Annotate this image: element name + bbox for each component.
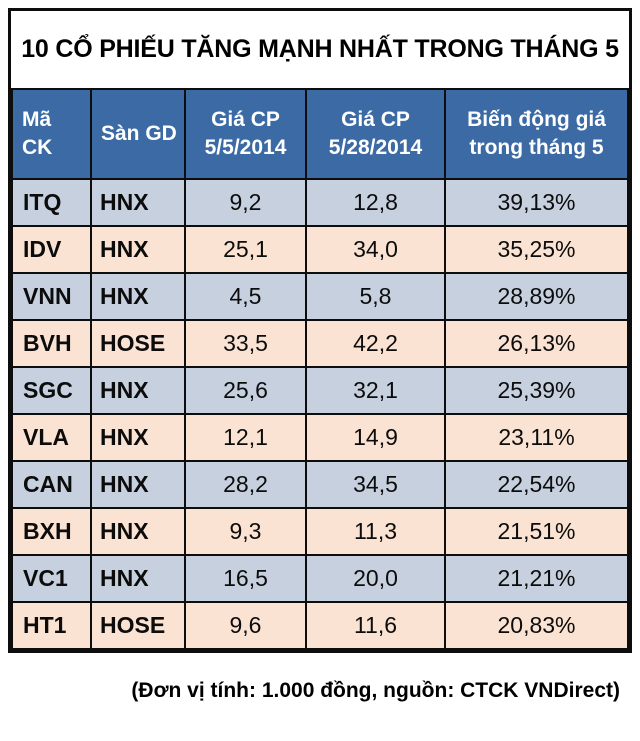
cell-change: 28,89% <box>444 272 629 321</box>
cell-price-may5: 28,2 <box>184 460 307 509</box>
cell-price-may28: 5,8 <box>305 272 446 321</box>
table-row: SGC HNX 25,6 32,1 25,39% <box>11 366 629 415</box>
cell-stock-code: VC1 <box>11 554 92 603</box>
cell-price-may28: 11,3 <box>305 507 446 556</box>
cell-price-may5: 25,6 <box>184 366 307 415</box>
header-line: Giá CP <box>341 107 410 131</box>
cell-exchange: HNX <box>90 554 186 603</box>
cell-price-may5: 16,5 <box>184 554 307 603</box>
cell-price-may28: 20,0 <box>305 554 446 603</box>
col-header-exchange: Sàn GD <box>90 88 186 180</box>
page: 10 CỔ PHIẾU TĂNG MẠNH NHẤT TRONG THÁNG 5… <box>8 8 632 702</box>
cell-change: 20,83% <box>444 601 629 650</box>
stocks-table: Mã CK Sàn GD Giá CP 5/5/2014 Giá CP 5/28… <box>11 88 629 650</box>
cell-exchange: HNX <box>90 272 186 321</box>
cell-stock-code: CAN <box>11 460 92 509</box>
cell-exchange: HOSE <box>90 601 186 650</box>
cell-stock-code: BVH <box>11 319 92 368</box>
table-row: VLA HNX 12,1 14,9 23,11% <box>11 413 629 462</box>
cell-price-may28: 34,0 <box>305 225 446 274</box>
cell-price-may28: 42,2 <box>305 319 446 368</box>
header-line: Giá CP <box>211 107 280 131</box>
cell-exchange: HNX <box>90 366 186 415</box>
table-row: IDV HNX 25,1 34,0 35,25% <box>11 225 629 274</box>
col-header-price-may5: Giá CP 5/5/2014 <box>184 88 307 180</box>
cell-stock-code: IDV <box>11 225 92 274</box>
col-header-change: Biến động giá trong tháng 5 <box>444 88 629 180</box>
cell-change: 39,13% <box>444 178 629 227</box>
table-row: VC1 HNX 16,5 20,0 21,21% <box>11 554 629 603</box>
cell-change: 35,25% <box>444 225 629 274</box>
table-row: VNN HNX 4,5 5,8 28,89% <box>11 272 629 321</box>
table-row: ITQ HNX 9,2 12,8 39,13% <box>11 178 629 227</box>
cell-exchange: HNX <box>90 178 186 227</box>
cell-price-may28: 12,8 <box>305 178 446 227</box>
cell-stock-code: VNN <box>11 272 92 321</box>
cell-price-may5: 9,2 <box>184 178 307 227</box>
unit-source-note: (Đơn vị tính: 1.000 đồng, nguồn: CTCK VN… <box>131 679 620 702</box>
header-line: Biến động giá <box>467 107 606 131</box>
cell-price-may5: 9,3 <box>184 507 307 556</box>
header-line: Sàn GD <box>101 121 177 145</box>
cell-stock-code: ITQ <box>11 178 92 227</box>
cell-stock-code: VLA <box>11 413 92 462</box>
table-title: 10 CỔ PHIẾU TĂNG MẠNH NHẤT TRONG THÁNG 5 <box>21 35 619 63</box>
cell-stock-code: SGC <box>11 366 92 415</box>
cell-price-may5: 4,5 <box>184 272 307 321</box>
cell-price-may28: 14,9 <box>305 413 446 462</box>
cell-change: 21,51% <box>444 507 629 556</box>
cell-exchange: HNX <box>90 507 186 556</box>
col-header-stock-code: Mã CK <box>11 88 92 180</box>
header-line: CK <box>22 136 53 159</box>
header-line: trong tháng 5 <box>469 136 604 159</box>
col-header-price-may28: Giá CP 5/28/2014 <box>305 88 446 180</box>
cell-price-may5: 25,1 <box>184 225 307 274</box>
cell-price-may28: 11,6 <box>305 601 446 650</box>
header-row: Mã CK Sàn GD Giá CP 5/5/2014 Giá CP 5/28… <box>11 88 629 180</box>
table-row: CAN HNX 28,2 34,5 22,54% <box>11 460 629 509</box>
cell-exchange: HNX <box>90 225 186 274</box>
header-line: Mã <box>22 107 52 131</box>
cell-exchange: HNX <box>90 413 186 462</box>
cell-change: 21,21% <box>444 554 629 603</box>
cell-price-may5: 12,1 <box>184 413 307 462</box>
cell-change: 25,39% <box>444 366 629 415</box>
table-row: BXH HNX 9,3 11,3 21,51% <box>11 507 629 556</box>
cell-change: 22,54% <box>444 460 629 509</box>
table-row: BVH HOSE 33,5 42,2 26,13% <box>11 319 629 368</box>
cell-price-may5: 33,5 <box>184 319 307 368</box>
table-row: HT1 HOSE 9,6 11,6 20,83% <box>11 601 629 650</box>
cell-price-may28: 34,5 <box>305 460 446 509</box>
cell-stock-code: HT1 <box>11 601 92 650</box>
cell-change: 23,11% <box>444 413 629 462</box>
header-line: 5/28/2014 <box>328 136 423 159</box>
cell-stock-code: BXH <box>11 507 92 556</box>
table-title-box: 10 CỔ PHIẾU TĂNG MẠNH NHẤT TRONG THÁNG 5 <box>11 11 629 88</box>
cell-price-may5: 9,6 <box>184 601 307 650</box>
cell-exchange: HOSE <box>90 319 186 368</box>
cell-exchange: HNX <box>90 460 186 509</box>
cell-change: 26,13% <box>444 319 629 368</box>
cell-price-may28: 32,1 <box>305 366 446 415</box>
header-line: 5/5/2014 <box>204 136 287 159</box>
stock-table-panel: 10 CỔ PHIẾU TĂNG MẠNH NHẤT TRONG THÁNG 5… <box>8 8 632 653</box>
